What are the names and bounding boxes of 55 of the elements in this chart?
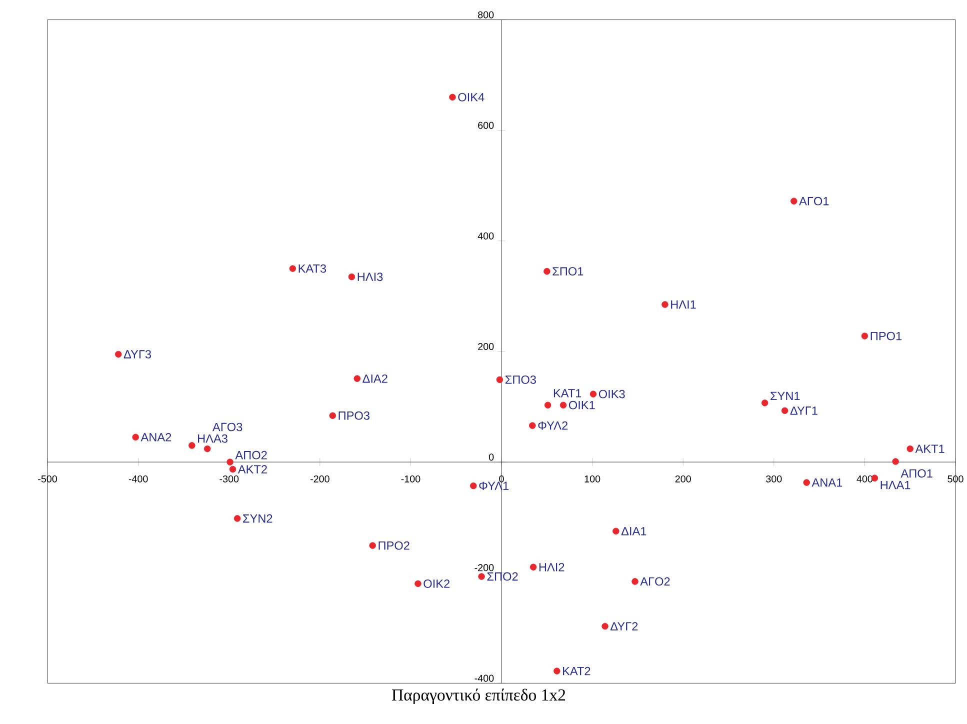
- annotation: ΗΛΙ2: [539, 563, 564, 572]
- annotation: ΦΥΛ1: [479, 482, 509, 490]
- annotation: ΦΥΛ2: [538, 422, 568, 430]
- x-tick-label: 500: [948, 476, 964, 483]
- annotation: ΗΛΙ3: [358, 272, 383, 282]
- annotation: ΟΙΚ3: [598, 390, 625, 398]
- annotation: ΣΠΟ2: [487, 572, 518, 581]
- annotation: ΔΥΓ1: [790, 406, 818, 415]
- y-tick-label: 800: [478, 11, 494, 18]
- annotation: ΑΚΤ1: [915, 444, 944, 453]
- annotation: ΠΡΟ2: [378, 541, 410, 550]
- annotation: ΚΑΤ1: [554, 389, 582, 398]
- annotation: ΣΠΟ3: [505, 376, 536, 384]
- x-tick-label: 200: [675, 476, 691, 483]
- x-tick-label: 300: [766, 476, 782, 483]
- annotation: ΑΝΑ2: [140, 433, 172, 442]
- annotation: ΑΓΟ3: [212, 422, 242, 432]
- x-tick-label: -100: [401, 476, 420, 483]
- x-tick-label: -400: [128, 476, 148, 483]
- annotation: ΑΠΟ1: [900, 469, 932, 478]
- y-tick-label: 0: [488, 454, 494, 461]
- annotation: ΚΑΤ2: [563, 667, 590, 676]
- x-tick-label: -300: [220, 476, 239, 483]
- y-tick-label: -200: [474, 564, 494, 572]
- annotation: ΑΠΟ2: [235, 451, 267, 460]
- y-tick-label: 400: [478, 232, 494, 240]
- annotation: ΠΡΟ3: [338, 412, 370, 420]
- x-tick-label: 0: [499, 476, 504, 483]
- y-tick-label: -400: [474, 674, 494, 682]
- annotation: ΔΙΑ2: [362, 374, 388, 383]
- annotation: ΟΙΚ1: [568, 401, 595, 410]
- annotation: ΑΝΑ1: [812, 478, 842, 487]
- annotation: ΑΚΤ2: [238, 465, 267, 474]
- annotation: ΗΛΙ1: [671, 300, 696, 309]
- annotation: ΔΙΑ1: [621, 527, 646, 536]
- annotation: ΑΓΟ1: [799, 197, 829, 206]
- annotation: ΗΛΑ3: [198, 434, 228, 443]
- x-tick-label: -200: [310, 476, 330, 483]
- annotation: ΣΥΝ1: [770, 392, 800, 400]
- annotation: ΔΥΓ3: [124, 350, 152, 359]
- annotation: ΗΛΑ1: [880, 481, 910, 490]
- annotation: ΑΓΟ2: [640, 577, 670, 586]
- text: Παραγοντικό επίπεδο 1x2: [392, 688, 566, 704]
- annotation: ΣΥΝ2: [243, 514, 272, 523]
- annotation: ΠΡΟ1: [870, 332, 902, 340]
- annotation: ΟΙΚ2: [424, 580, 450, 588]
- y-tick-label: 200: [478, 343, 494, 350]
- x-tick-label: -500: [38, 476, 58, 483]
- annotation: ΣΠΟ1: [552, 267, 584, 276]
- x-tick-label: 100: [584, 476, 600, 483]
- annotation: ΟΙΚ4: [458, 93, 484, 102]
- annotation: ΔΥΓ2: [610, 622, 638, 630]
- y-tick-label: 600: [478, 122, 494, 129]
- annotation: ΚΑΤ3: [298, 264, 326, 273]
- x-tick-label: 400: [856, 476, 873, 483]
